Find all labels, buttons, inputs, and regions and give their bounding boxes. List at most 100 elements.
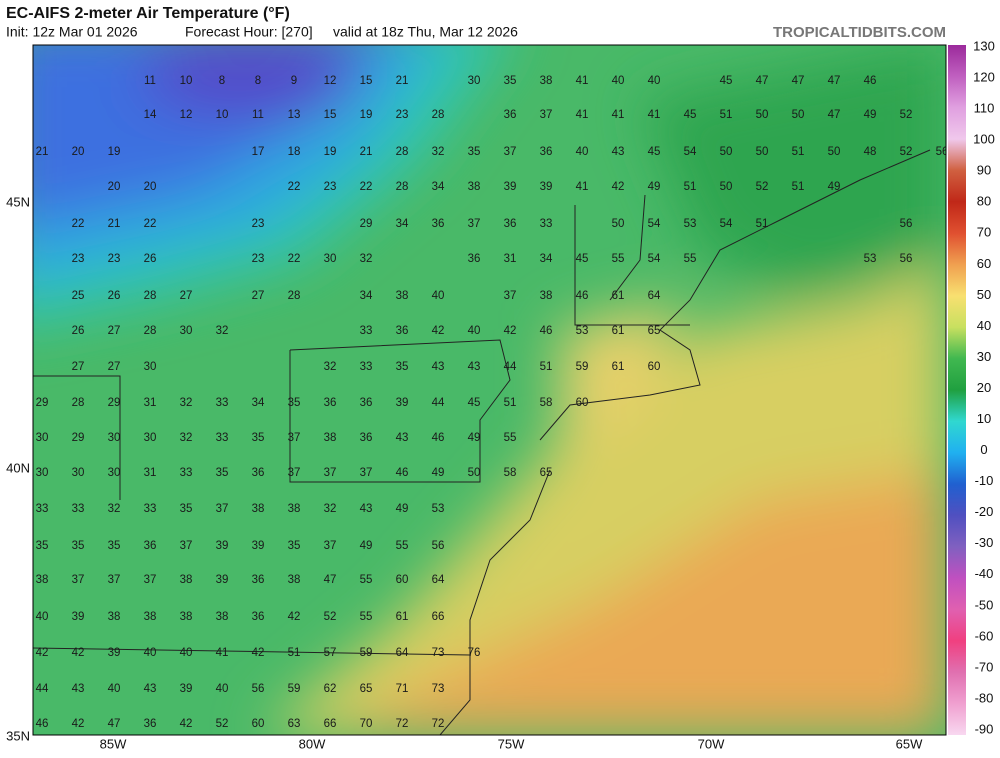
temperature-value: 39: [216, 574, 229, 586]
temperature-value: 36: [252, 467, 265, 479]
temperature-value: 52: [216, 718, 229, 730]
temperature-value: 38: [468, 181, 481, 193]
temperature-value: 39: [252, 540, 265, 552]
temperature-value: 36: [540, 146, 553, 158]
longitude-label: 85W: [100, 736, 127, 751]
temperature-value: 53: [684, 218, 697, 230]
temperature-value: 33: [180, 467, 193, 479]
temperature-value: 34: [540, 253, 553, 265]
temperature-value: 30: [180, 325, 193, 337]
temperature-value: 62: [324, 683, 337, 695]
temperature-value: 49: [828, 181, 841, 193]
temperature-value: 38: [180, 611, 193, 623]
temperature-value: 43: [72, 683, 85, 695]
temperature-value: 34: [432, 181, 445, 193]
temperature-value: 42: [180, 718, 193, 730]
temperature-value: 51: [792, 181, 805, 193]
temperature-value: 51: [504, 397, 517, 409]
temperature-value: 54: [720, 218, 733, 230]
temperature-value: 47: [792, 75, 805, 87]
temperature-value: 55: [684, 253, 697, 265]
colorbar-tick-label: 70: [977, 225, 991, 240]
temperature-value: 23: [72, 253, 85, 265]
colorbar-tick-label: 40: [977, 318, 991, 333]
temperature-value: 63: [288, 718, 301, 730]
temperature-value: 39: [216, 540, 229, 552]
temperature-value: 51: [720, 109, 733, 121]
temperature-value: 38: [540, 290, 553, 302]
temperature-value: 42: [36, 647, 49, 659]
temperature-value: 36: [504, 109, 517, 121]
temperature-value: 35: [72, 540, 85, 552]
temperature-value: 22: [360, 181, 373, 193]
temperature-value: 38: [396, 290, 409, 302]
temperature-value: 22: [72, 218, 85, 230]
temperature-value: 12: [324, 75, 337, 87]
temperature-value: 30: [36, 467, 49, 479]
temperature-value: 36: [396, 325, 409, 337]
colorbar-tick-label: 10: [977, 411, 991, 426]
colorbar-tick-label: 20: [977, 380, 991, 395]
temperature-value: 59: [576, 361, 589, 373]
temperature-value: 54: [684, 146, 697, 158]
temperature-value: 50: [756, 109, 769, 121]
temperature-value: 27: [108, 325, 121, 337]
temperature-value: 41: [576, 75, 589, 87]
temperature-value: 42: [288, 611, 301, 623]
temperature-value: 38: [180, 574, 193, 586]
temperature-value: 37: [180, 540, 193, 552]
temperature-value: 14: [144, 109, 157, 121]
temperature-value: 34: [396, 218, 409, 230]
temperature-value: 58: [540, 397, 553, 409]
temperature-value: 26: [108, 290, 121, 302]
temperature-value: 60: [252, 718, 265, 730]
temperature-value: 56: [432, 540, 445, 552]
temperature-value: 43: [360, 503, 373, 515]
temperature-value: 37: [504, 290, 517, 302]
temperature-value: 9: [291, 75, 297, 87]
colorbar-tick-label: -60: [975, 628, 994, 643]
temperature-value: 72: [432, 718, 445, 730]
temperature-value: 28: [396, 181, 409, 193]
temperature-value: 37: [288, 432, 301, 444]
temperature-value: 44: [36, 683, 49, 695]
temperature-value: 39: [108, 647, 121, 659]
temperature-value: 30: [72, 467, 85, 479]
temperature-value: 10: [216, 109, 229, 121]
temperature-value: 42: [612, 181, 625, 193]
temperature-value: 22: [288, 181, 301, 193]
temperature-value: 76: [468, 647, 481, 659]
temperature-value: 50: [828, 146, 841, 158]
temperature-value: 49: [432, 467, 445, 479]
temperature-value: 32: [180, 432, 193, 444]
colorbar-tick-label: -80: [975, 690, 994, 705]
temperature-value: 46: [432, 432, 445, 444]
temperature-value: 28: [72, 397, 85, 409]
init-time: Init: 12z Mar 01 2026: [6, 24, 138, 40]
temperature-value: 53: [864, 253, 877, 265]
temperature-value: 36: [504, 218, 517, 230]
temperature-value: 38: [540, 75, 553, 87]
temperature-value: 50: [468, 467, 481, 479]
temperature-value: 8: [219, 75, 225, 87]
temperature-value: 32: [360, 253, 373, 265]
temperature-value: 42: [504, 325, 517, 337]
temperature-value: 32: [324, 361, 337, 373]
colorbar-tick-label: 60: [977, 256, 991, 271]
temperature-value: 36: [360, 432, 373, 444]
state-line: [33, 647, 471, 656]
temperature-value: 37: [468, 218, 481, 230]
temperature-value: 54: [648, 253, 661, 265]
colorbar-tick-label: 120: [973, 69, 995, 84]
temperature-value: 37: [324, 467, 337, 479]
temperature-value: 35: [288, 397, 301, 409]
temperature-value: 45: [720, 75, 733, 87]
temperature-value: 61: [612, 290, 625, 302]
temperature-value: 35: [468, 146, 481, 158]
temperature-value: 29: [360, 218, 373, 230]
temperature-value: 35: [108, 540, 121, 552]
temperature-value: 26: [72, 325, 85, 337]
colorbar-tick-label: -30: [975, 535, 994, 550]
temperature-value: 36: [324, 397, 337, 409]
